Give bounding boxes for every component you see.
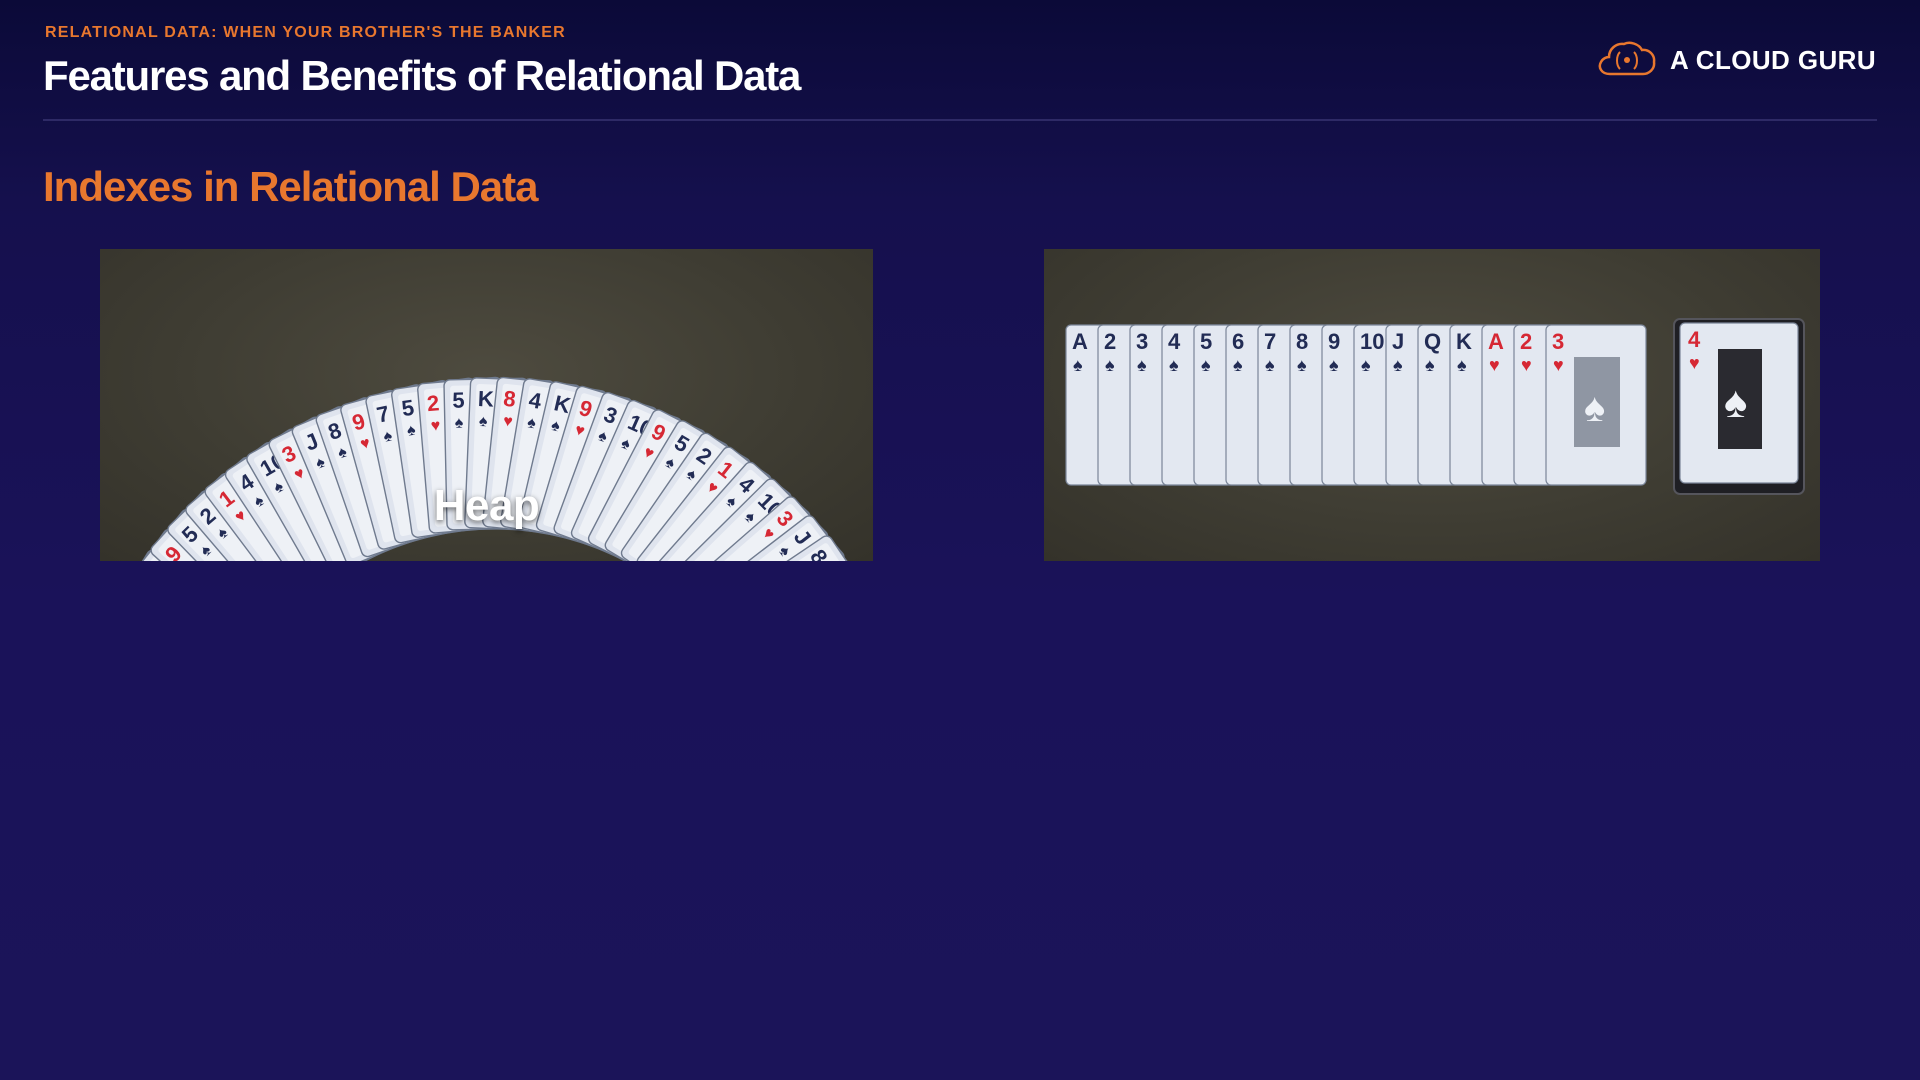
card-rank-label: 4 bbox=[527, 387, 544, 414]
section-title: Indexes in Relational Data bbox=[43, 163, 538, 210]
brand-logo: A CLOUD GURU bbox=[1596, 38, 1876, 83]
heap-card: 8♠ bbox=[705, 535, 873, 561]
card-rank-label: 10 bbox=[1360, 329, 1384, 354]
card-suit-icon: ♥ bbox=[1553, 355, 1564, 375]
card-suit-icon: ♥ bbox=[359, 434, 373, 453]
card-rank-label: K bbox=[552, 390, 573, 418]
card-rank-label: 3 bbox=[1552, 329, 1564, 354]
card-rank-label: J bbox=[1392, 329, 1404, 354]
card-rank-label: 4 bbox=[1168, 329, 1181, 354]
card-rank-label: 3 bbox=[1136, 329, 1148, 354]
card-suit-icon: ♠ bbox=[1425, 355, 1435, 375]
card-suit-icon: ♠ bbox=[1361, 355, 1371, 375]
svg-text:♠: ♠ bbox=[1584, 386, 1605, 430]
card-suit-icon: ♥ bbox=[1489, 355, 1500, 375]
card-rank-label: A bbox=[1488, 329, 1504, 354]
card-suit-icon: ♠ bbox=[1265, 355, 1275, 375]
card-suit-icon: ♥ bbox=[573, 421, 587, 440]
separate-card: 4♥ ♠ bbox=[1673, 318, 1805, 495]
card-rank-label: 2 bbox=[1104, 329, 1116, 354]
heap-label: Heap bbox=[433, 481, 540, 530]
card-suit-icon: ♠ bbox=[1393, 355, 1403, 375]
cloud-logo-icon bbox=[1596, 38, 1658, 83]
card-suit-icon: ♥ bbox=[1521, 355, 1532, 375]
sorted-cards-image: A ♠ 2 ♠ 3 ♠ 4 ♠ 5 ♠ 6 ♠ 7 ♠ 8 ♠ 9 ♠ 10 ♠ J ♠ Q ♠ K ♠ A ♥ 2 ♥ 3 ♥ ♠ 4 ♥ ♠ bbox=[1044, 249, 1820, 561]
card-suit-icon: ♠ bbox=[526, 414, 538, 432]
card-suit-icon: ♠ bbox=[1457, 355, 1467, 375]
card-rank-label: 2 bbox=[426, 390, 440, 416]
card-suit-icon: ♠ bbox=[479, 413, 489, 430]
card-rank-label: 7 bbox=[374, 401, 391, 428]
card-rank-label: 8 bbox=[502, 386, 517, 412]
card-rank-label: K bbox=[477, 386, 494, 412]
card-suit-icon: ♠ bbox=[1073, 355, 1083, 375]
card-rank-label: A bbox=[1072, 329, 1088, 354]
eyebrow-label: RELATIONAL DATA: WHEN YOUR BROTHER'S THE… bbox=[45, 24, 566, 41]
card-suit-icon: ♠ bbox=[1329, 355, 1339, 375]
card-suit-icon: ♥ bbox=[430, 417, 441, 435]
card-rank-label: 9 bbox=[1328, 329, 1340, 354]
card-suit-icon: ♠ bbox=[382, 427, 394, 445]
card-rank-label: 7 bbox=[1264, 329, 1276, 354]
card-rank-label: 8 bbox=[1296, 329, 1308, 354]
card-rank-label: 2 bbox=[1520, 329, 1532, 354]
header-divider bbox=[43, 119, 1877, 121]
card-rank-label: 5 bbox=[452, 388, 465, 413]
card-suit-icon: ♠ bbox=[455, 415, 464, 432]
card-rank-label: 6 bbox=[1232, 329, 1244, 354]
heap-cards-image: K♠9♥3♠10♠9♥5♠2♠1♥4♠10♠3♥J♠8♠9♥7♠5♠2♥5♠K♠… bbox=[100, 249, 873, 561]
brand-name: A CLOUD GURU bbox=[1669, 45, 1876, 75]
card-rank-label: Q bbox=[1424, 329, 1441, 354]
card-suit-icon: ♠ bbox=[1297, 355, 1307, 375]
page-title: Features and Benefits of Relational Data bbox=[43, 52, 801, 99]
card-suit-icon: ♠ bbox=[1233, 355, 1243, 375]
card-suit-icon: ♠ bbox=[1105, 355, 1115, 375]
card-rank-label: 5 bbox=[1200, 329, 1212, 354]
card-rank-label: 4 bbox=[1688, 327, 1701, 352]
sorted-card: 3♥ ♠ bbox=[1545, 324, 1647, 486]
card-suit-icon: ♠ bbox=[1169, 355, 1179, 375]
card-suit-icon: ♥ bbox=[502, 413, 513, 431]
card-suit-icon: ♠ bbox=[406, 422, 417, 440]
card-rank-label: 5 bbox=[400, 395, 416, 422]
card-rank-label: K bbox=[1456, 329, 1472, 354]
svg-text:♠: ♠ bbox=[1724, 378, 1747, 427]
svg-text:♥: ♥ bbox=[1689, 353, 1700, 373]
card-suit-icon: ♠ bbox=[1201, 355, 1211, 375]
card-suit-icon: ♠ bbox=[1137, 355, 1147, 375]
